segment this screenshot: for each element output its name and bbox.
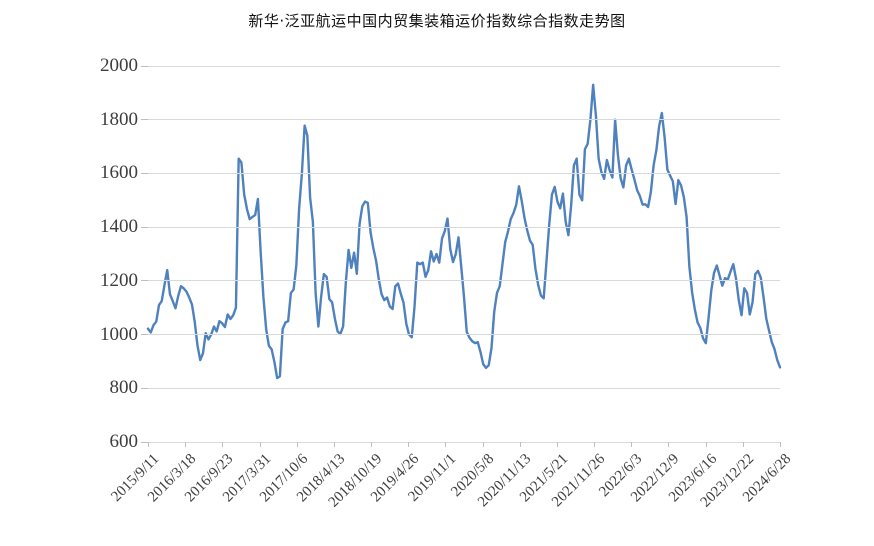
y-tick-mark [141, 65, 148, 67]
gridline-800 [148, 387, 780, 389]
y-tick-mark [141, 119, 148, 121]
gridline-1000 [148, 334, 780, 336]
chart-title: 新华·泛亚航运中国内贸集装箱运价指数综合指数走势图 [248, 12, 626, 30]
gridline-1200 [148, 280, 780, 282]
x-tick-mark [296, 442, 298, 447]
x-tick-mark [482, 442, 484, 447]
y-axis-label-600: 600 [109, 431, 139, 452]
gridline-2000 [148, 65, 780, 67]
x-tick-mark [445, 442, 447, 447]
x-tick-mark [259, 442, 261, 447]
x-tick-mark [148, 442, 149, 447]
y-axis-label-1600: 1600 [100, 162, 138, 184]
gridline-1400 [148, 226, 780, 228]
x-tick-mark [185, 442, 187, 447]
y-tick-mark [141, 226, 148, 228]
x-tick-mark [408, 442, 410, 447]
y-tick-mark [141, 172, 148, 174]
y-axis-label-1400: 1400 [100, 216, 138, 238]
freight-index-line [146, 83, 782, 380]
x-tick-mark [371, 442, 373, 447]
x-tick-mark [705, 442, 707, 447]
y-tick-mark [141, 334, 148, 336]
x-tick-mark [742, 442, 744, 447]
x-tick-mark [222, 442, 224, 447]
y-tick-mark [141, 441, 148, 443]
y-axis-label-1800: 1800 [100, 108, 138, 130]
gridline-1600 [148, 172, 780, 174]
plot-area [146, 65, 782, 443]
y-axis-label-1200: 1200 [100, 269, 138, 291]
y-axis-label-800: 800 [109, 377, 139, 399]
x-tick-mark [668, 442, 670, 447]
x-tick-mark [333, 442, 335, 447]
x-tick-mark [631, 442, 633, 447]
freight-index-line-series [146, 83, 782, 380]
x-tick-mark [519, 442, 521, 447]
x-tick-mark [594, 442, 596, 447]
x-tick-mark [780, 442, 781, 447]
gridline-600 [148, 441, 780, 443]
y-tick-mark [141, 387, 148, 389]
y-axis-label-1000: 1000 [100, 323, 138, 345]
y-axis-label-2000: 2000 [100, 55, 138, 76]
y-tick-mark [141, 280, 148, 282]
x-tick-mark [556, 442, 558, 447]
gridline-1800 [148, 119, 780, 121]
